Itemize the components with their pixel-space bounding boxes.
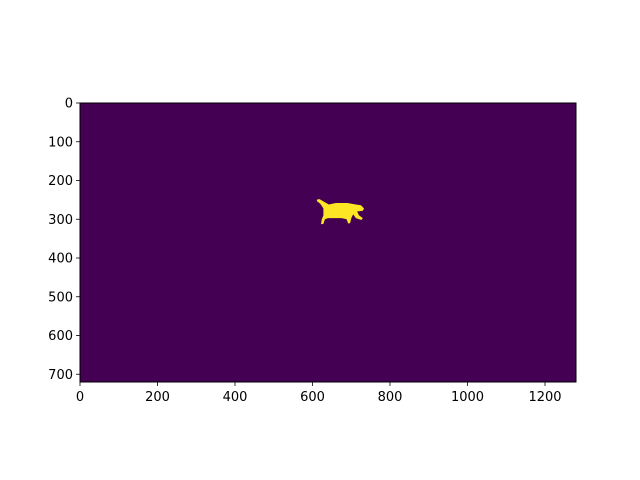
mask-background (80, 103, 576, 382)
y-tick-label: 100 (48, 135, 73, 150)
y-tick-label: 500 (48, 290, 73, 305)
mask-region (316, 199, 364, 225)
x-tick-label: 800 (378, 390, 403, 405)
y-tick-label: 200 (48, 174, 73, 189)
x-axis: 0 200 400 600 800 1000 1200 (76, 382, 562, 405)
x-tick-label: 600 (300, 390, 325, 405)
y-tick-label: 300 (48, 213, 73, 228)
y-tick-label: 400 (48, 252, 73, 267)
y-tick-label: 0 (65, 97, 73, 112)
x-tick-label: 1200 (528, 390, 561, 405)
plot-area (79, 102, 577, 383)
y-tick-label: 700 (48, 368, 73, 383)
y-axis: 0 100 200 300 400 500 600 700 (48, 97, 80, 383)
x-tick-label: 1000 (451, 390, 484, 405)
x-tick-label: 0 (76, 390, 84, 405)
axes-frame (79, 102, 577, 383)
x-tick-label: 200 (145, 390, 170, 405)
y-tick-label: 600 (48, 329, 73, 344)
x-tick-label: 400 (223, 390, 248, 405)
